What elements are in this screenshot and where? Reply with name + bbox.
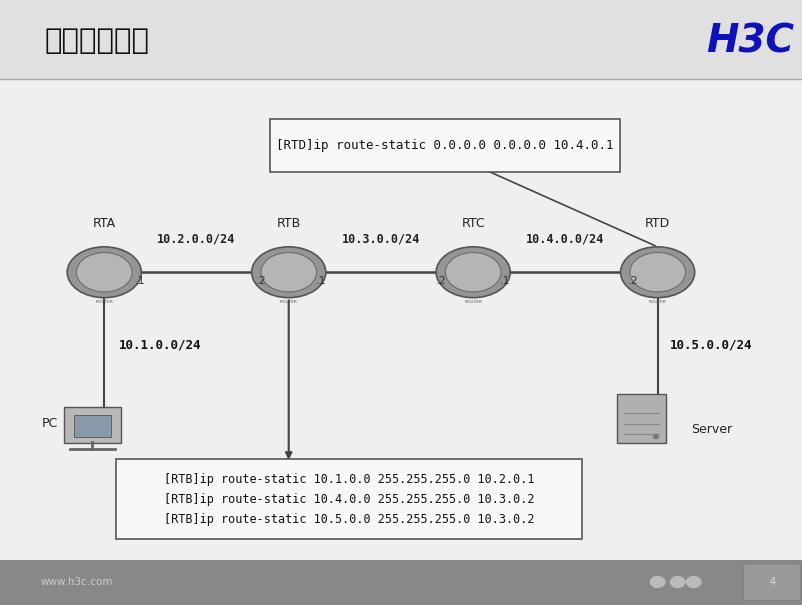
FancyBboxPatch shape	[116, 460, 582, 539]
Text: RTC: RTC	[461, 217, 485, 230]
Text: ROUTER: ROUTER	[649, 299, 666, 304]
Text: RTD: RTD	[645, 217, 670, 230]
Text: ROUTER: ROUTER	[464, 299, 482, 304]
Text: .2: .2	[628, 276, 639, 286]
Circle shape	[670, 577, 685, 587]
Bar	[0, 560, 802, 605]
Text: [RTB]ip route-static 10.4.0.0 255.255.255.0 10.3.0.2: [RTB]ip route-static 10.4.0.0 255.255.25…	[164, 492, 534, 506]
Ellipse shape	[436, 247, 510, 298]
Ellipse shape	[630, 252, 686, 292]
Ellipse shape	[261, 252, 317, 292]
Text: H3C: H3C	[706, 22, 794, 60]
FancyBboxPatch shape	[617, 394, 666, 443]
Circle shape	[653, 434, 659, 439]
FancyBboxPatch shape	[64, 407, 121, 443]
Ellipse shape	[621, 247, 695, 298]
Circle shape	[687, 577, 701, 587]
Text: [RTB]ip route-static 10.5.0.0 255.255.255.0 10.3.0.2: [RTB]ip route-static 10.5.0.0 255.255.25…	[164, 512, 534, 526]
Text: Server: Server	[691, 423, 732, 436]
Text: .1: .1	[315, 276, 326, 286]
FancyBboxPatch shape	[743, 564, 800, 601]
Ellipse shape	[445, 252, 501, 292]
FancyBboxPatch shape	[270, 119, 620, 172]
Text: 10.4.0.0/24: 10.4.0.0/24	[526, 232, 605, 246]
Text: PC: PC	[42, 417, 58, 430]
Text: .2: .2	[435, 276, 447, 286]
Ellipse shape	[67, 247, 141, 298]
Text: [RTD]ip route-static 0.0.0.0 0.0.0.0 10.4.0.1: [RTD]ip route-static 0.0.0.0 0.0.0.0 10.…	[277, 139, 614, 152]
Text: ROUTER: ROUTER	[95, 299, 113, 304]
Text: 10.3.0.0/24: 10.3.0.0/24	[342, 232, 420, 246]
Text: 10.2.0.0/24: 10.2.0.0/24	[157, 232, 236, 246]
Text: ROUTER: ROUTER	[280, 299, 298, 304]
FancyBboxPatch shape	[74, 415, 111, 437]
Bar	[0, 0, 802, 79]
Ellipse shape	[76, 252, 132, 292]
Text: www.h3c.com: www.h3c.com	[40, 577, 112, 587]
Text: 10.1.0.0/24: 10.1.0.0/24	[119, 338, 201, 352]
Text: .1: .1	[135, 276, 146, 286]
Text: 静态路由应用: 静态路由应用	[44, 27, 149, 55]
Ellipse shape	[252, 247, 326, 298]
Text: [RTB]ip route-static 10.1.0.0 255.255.255.0 10.2.0.1: [RTB]ip route-static 10.1.0.0 255.255.25…	[164, 473, 534, 486]
Circle shape	[650, 577, 665, 587]
Text: RTA: RTA	[93, 217, 115, 230]
Text: 4: 4	[769, 577, 776, 587]
Text: .1: .1	[500, 276, 511, 286]
Text: RTB: RTB	[277, 217, 301, 230]
Text: 10.5.0.0/24: 10.5.0.0/24	[670, 338, 752, 352]
Text: .2: .2	[255, 276, 266, 286]
